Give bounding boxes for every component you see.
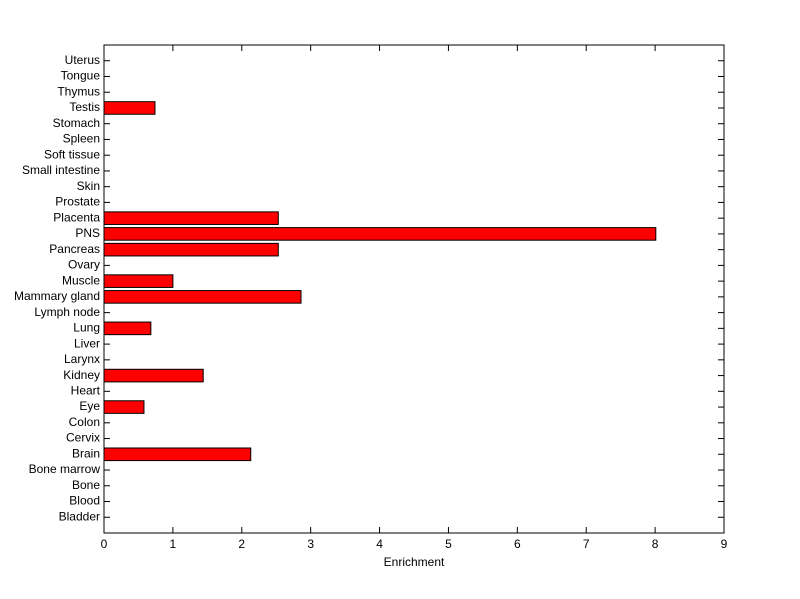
y-tick-label: Heart [71,383,101,397]
y-tick-label: Cervix [66,431,100,445]
bar [103,321,152,336]
y-tick-label: Skin [77,179,100,193]
y-tick-label: Kidney [63,368,100,382]
y-tick-label: Pancreas [49,242,100,256]
bar [103,211,279,225]
bar [103,400,145,414]
x-tick-label: 4 [376,537,383,551]
y-tick-label: Blood [69,494,100,508]
y-tick-label: Small intestine [22,163,100,177]
y-tick-label: Bone [72,478,100,492]
x-tick-label: 3 [307,537,314,551]
y-tick-label: Thymus [57,84,100,98]
y-tick-label: Testis [69,100,100,114]
x-tick-label: 2 [238,537,245,551]
bar [103,447,252,462]
y-tick-label: Eye [79,399,100,413]
bar [103,274,174,288]
y-tick-label: PNS [75,226,100,240]
x-tick-label: 7 [583,537,590,551]
bar [103,227,657,241]
bar [103,101,156,115]
y-tick-label: Prostate [55,195,100,209]
x-tick-label: 5 [445,537,452,551]
y-tick-label: Colon [69,415,100,429]
bar [103,290,302,304]
x-tick-label: 0 [101,537,108,551]
y-tick-label: Muscle [62,273,100,287]
y-tick-label: Lymph node [34,305,100,319]
y-tick-label: Spleen [63,132,100,146]
y-tick-label: Lung [73,321,100,335]
y-tick-label: Larynx [64,352,100,366]
y-tick-label: Stomach [53,116,100,130]
x-tick-label: 9 [721,537,728,551]
x-axis-label: Enrichment [384,555,445,569]
y-tick-label: Tongue [61,69,101,83]
y-tick-label: Bladder [59,509,100,523]
y-tick-label: Mammary gland [14,289,100,303]
y-tick-label: Soft tissue [44,147,100,161]
plot-frame [103,44,725,534]
y-tick-label: Uterus [65,53,100,67]
bar [103,242,279,257]
y-tick-label: Placenta [53,210,100,224]
y-tick-label: Liver [74,336,100,350]
x-tick-label: 8 [652,537,659,551]
x-tick-label: 6 [514,537,521,551]
y-tick-label: Ovary [68,258,100,272]
y-tick-label: Bone marrow [29,462,101,476]
y-tick-label: Brain [72,446,100,460]
x-tick-label: 1 [170,537,177,551]
bar [103,368,204,383]
